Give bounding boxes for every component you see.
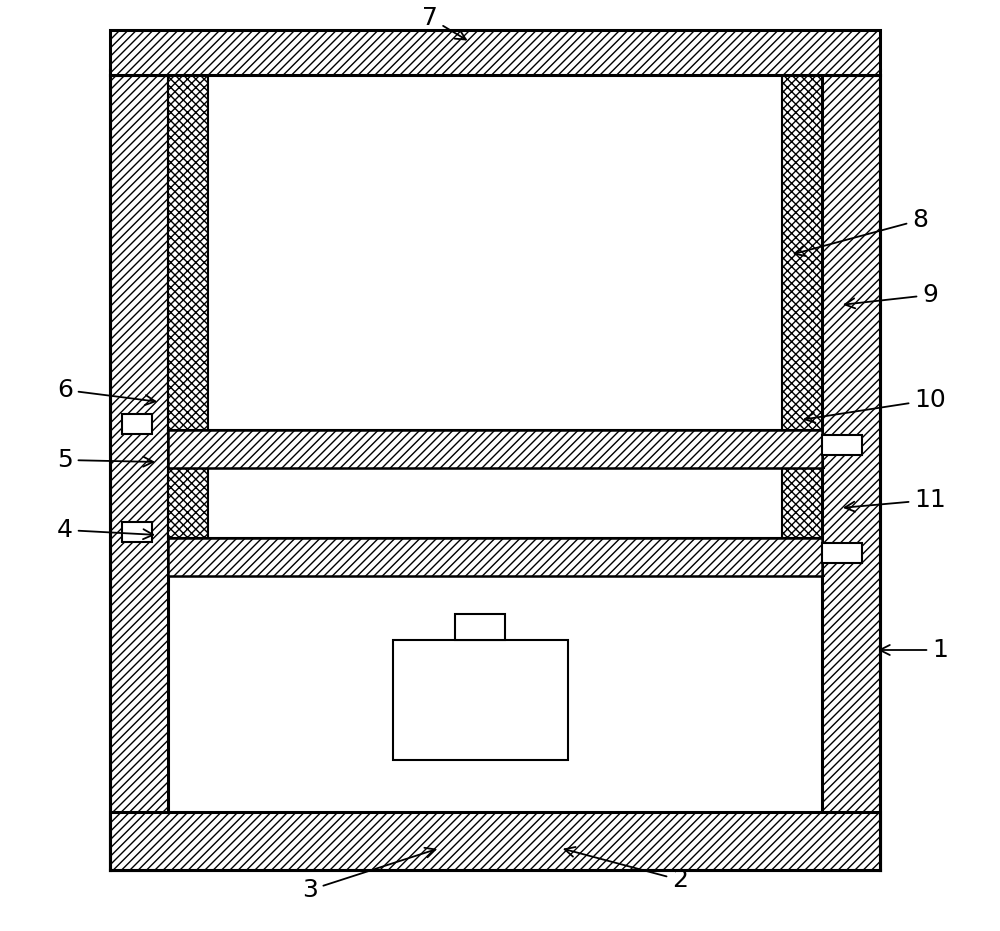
Bar	[122, 414, 152, 434]
Text: 6: 6	[57, 378, 155, 405]
Bar	[822, 435, 862, 455]
Text: 4: 4	[57, 518, 153, 542]
Bar	[782, 70, 822, 430]
Bar	[168, 70, 208, 430]
Text: 1: 1	[880, 638, 948, 662]
Bar	[782, 468, 822, 538]
Bar	[822, 543, 862, 563]
Bar	[168, 468, 208, 538]
Bar	[208, 468, 782, 538]
Text: 8: 8	[795, 208, 928, 256]
Bar	[822, 75, 880, 870]
Bar	[455, 614, 505, 640]
Text: 7: 7	[422, 6, 466, 39]
Bar	[208, 70, 782, 430]
Text: 10: 10	[805, 388, 946, 423]
Bar	[393, 640, 568, 760]
Bar	[110, 30, 880, 75]
Text: 5: 5	[57, 448, 153, 472]
Bar	[168, 538, 822, 576]
Bar	[110, 75, 168, 870]
Bar	[122, 522, 152, 542]
Bar	[168, 430, 822, 468]
Bar	[110, 812, 880, 870]
Text: 2: 2	[565, 847, 688, 892]
Text: 11: 11	[845, 488, 946, 512]
Text: 9: 9	[845, 283, 938, 308]
Text: 3: 3	[302, 848, 435, 902]
